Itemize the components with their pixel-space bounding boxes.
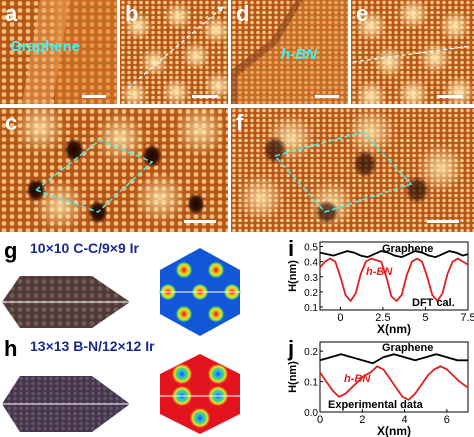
panel-j: j 0 2 4 6 0.0 0.1 0.2 X(nm) H(nm) Graphene h-BN Exp… [286, 336, 474, 437]
scale-bar-c [184, 220, 216, 223]
series-line-graphene [319, 353, 468, 365]
atomic-model-h [2, 354, 240, 434]
panel-b: b [120, 0, 228, 104]
series-line-graphene [319, 250, 469, 259]
annotation-2: DFT cal. [412, 297, 455, 309]
hbn-annotation: h-BN [281, 46, 317, 63]
series-line-hbn [319, 365, 469, 401]
panel-label-d: d [236, 1, 250, 26]
panel-a: a Graphene [0, 0, 117, 104]
annotation-1: h-BN [344, 373, 371, 385]
stm-image-a [0, 0, 117, 104]
contour-map-h [160, 354, 240, 434]
stm-image-f [231, 108, 474, 232]
panel-label-g: g [4, 238, 18, 263]
panel-label-a: a [5, 1, 18, 26]
panel-g-title: 10×10 C-C/9×9 Ir [30, 240, 139, 256]
x-tick-label: 7.5 [460, 312, 474, 324]
annotation-1: h-BN [366, 266, 393, 278]
annotation-2: Experimental data [328, 399, 424, 411]
panel-f: f [231, 108, 474, 232]
scale-bar-b [192, 95, 218, 98]
panel-label-i: i [288, 236, 295, 261]
y-tick-label: 0.5 [304, 243, 318, 254]
panel-c: c [0, 108, 228, 232]
plot-frame [319, 341, 469, 413]
y-tick-label: 0.3 [304, 273, 318, 284]
panel-label-j: j [288, 336, 295, 361]
panel-label-h: h [4, 336, 18, 361]
panel-label-b: b [125, 1, 139, 26]
stm-image-b [120, 0, 228, 104]
x-tick-label: 6 [444, 414, 450, 426]
panel-d: d h-BN [231, 0, 348, 104]
y-tick-label: 0.0 [304, 408, 318, 419]
annotation-0: Graphene [382, 342, 433, 354]
panel-i: i 0 2.5 5 7.5 0.1 0.2 0.3 0.4 0.5 X(nm) H(nm) Graph… [286, 236, 474, 337]
scale-bar-f [427, 220, 459, 223]
scale-bar-e [437, 95, 463, 98]
chart-i: 0 2.5 5 7.5 0.1 0.2 0.3 0.4 0.5 X(nm) H(nm) Graphen… [287, 241, 474, 336]
plot-frame [319, 241, 469, 311]
contour-map-g [159, 248, 241, 336]
panel-h-title: 13×13 B-N/12×12 Ir [30, 338, 155, 354]
atomic-model-g [2, 248, 241, 336]
x-axis-label: X(nm) [377, 322, 411, 336]
scale-bar-a [82, 95, 106, 98]
series-line-hbn [319, 257, 469, 303]
x-tick-label: 2 [359, 414, 365, 426]
x-tick-label: 0 [337, 312, 343, 324]
annotation-0: Graphene [382, 243, 433, 255]
y-axis-label: H(nm) [287, 361, 299, 393]
y-tick-label: 0.2 [304, 288, 318, 299]
panel-label-c: c [5, 110, 18, 135]
panel-label-f: f [236, 110, 244, 135]
stm-image-e [351, 0, 474, 104]
stm-image-d [231, 0, 348, 104]
graphene-annotation: Graphene [10, 38, 81, 55]
x-tick-label: 0 [317, 414, 323, 426]
x-tick-label: 5 [422, 312, 428, 324]
y-axis-label: H(nm) [287, 260, 299, 292]
y-tick-label: 0.4 [304, 258, 318, 269]
y-tick-label: 0.1 [304, 378, 318, 389]
stm-image-c [0, 108, 228, 232]
x-axis-label: X(nm) [377, 424, 411, 437]
y-tick-label: 0.2 [304, 347, 318, 358]
y-tick-label: 0.1 [304, 303, 318, 314]
panel-g: g 10×10 C-C/9×9 Ir [0, 236, 280, 336]
x-tick-label: 4 [402, 414, 408, 426]
scale-bar-d [315, 95, 339, 98]
panel-h: h 13×13 B-N/12×12 Ir [0, 336, 280, 437]
chart-j: 0 2 4 6 0.0 0.1 0.2 X(nm) H(nm) Graphene h-BN Exper… [287, 341, 469, 437]
panel-label-e: e [356, 1, 369, 26]
panel-e: e [351, 0, 474, 104]
x-tick-label: 2.5 [375, 312, 390, 324]
